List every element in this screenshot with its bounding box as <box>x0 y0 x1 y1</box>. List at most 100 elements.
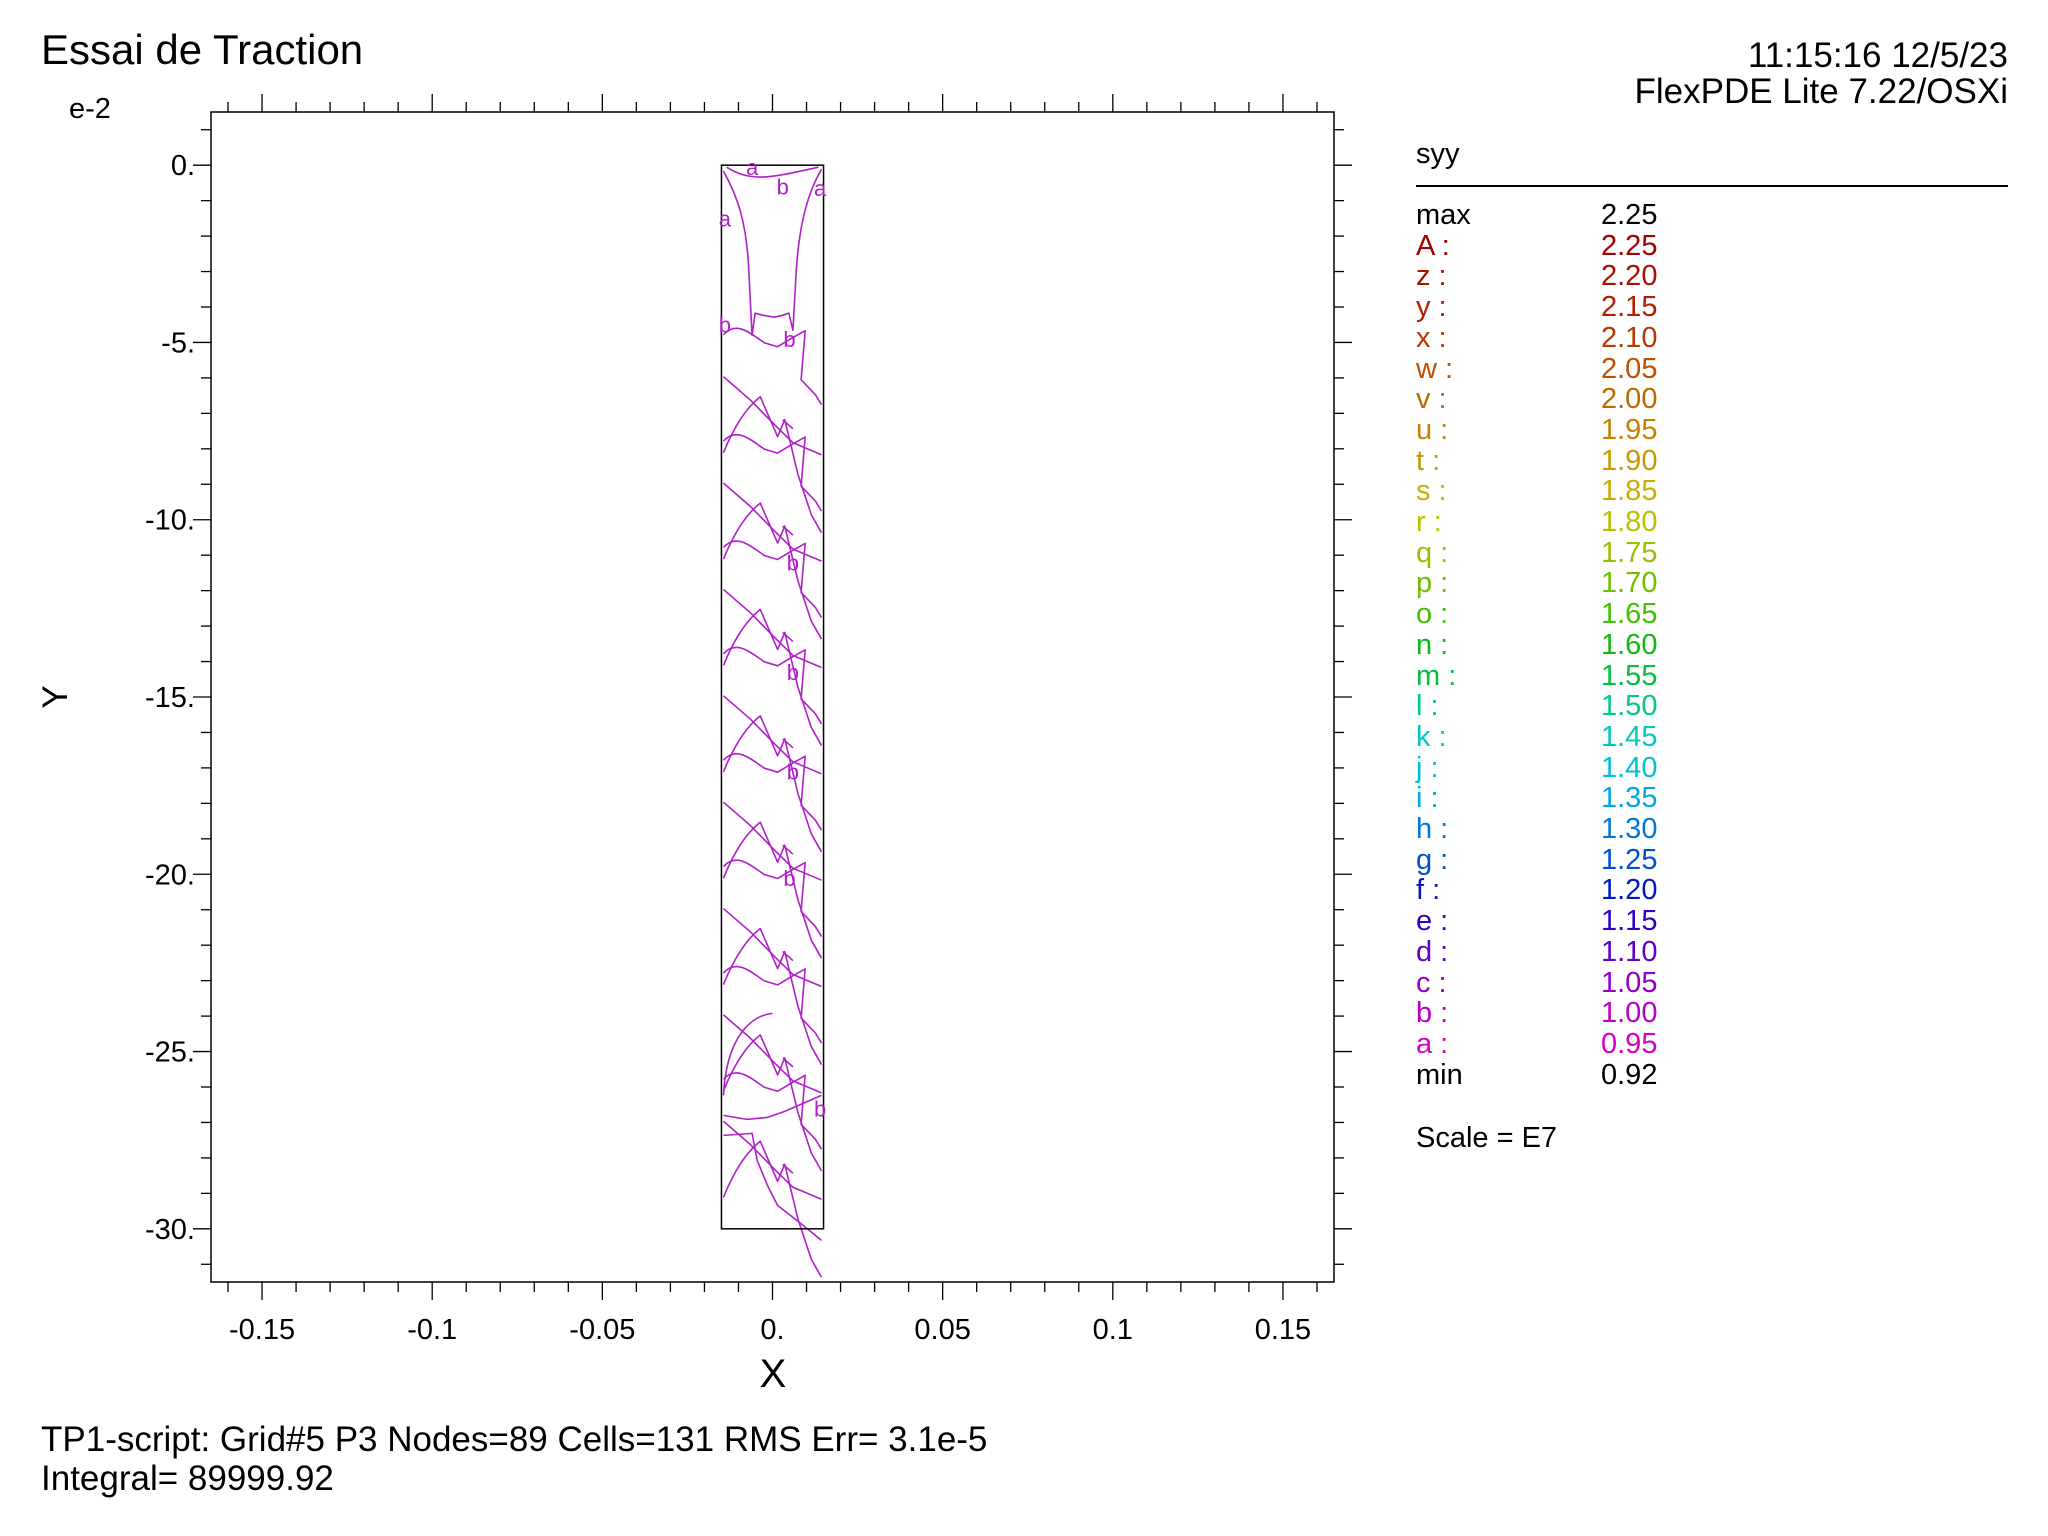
contour-band-lower <box>722 395 823 534</box>
x-tick-labels: -0.15 -0.1 -0.05 0. 0.05 0.1 0.15 <box>229 1314 1311 1346</box>
contour-band-lower <box>722 1140 823 1278</box>
contour-label: b <box>777 174 789 199</box>
legend-level-label: c : <box>1416 966 1447 999</box>
contour-band-upper <box>722 965 823 1044</box>
legend-level-value: 1.00 <box>1601 997 1658 1030</box>
legend-level-label: a : <box>1416 1027 1449 1060</box>
contour-band-diagonal <box>722 801 822 881</box>
legend-level-value: 1.40 <box>1601 751 1658 784</box>
plot-title: Essai de Traction <box>41 26 364 73</box>
legend-level-value: 1.35 <box>1601 782 1658 815</box>
contour-label: b <box>814 1096 826 1121</box>
x-tick-label: 0.1 <box>1093 1314 1133 1346</box>
legend-level-value: 1.70 <box>1601 567 1658 600</box>
contour-band-lower <box>722 715 823 853</box>
legend-level-label: min <box>1416 1058 1463 1091</box>
legend-level-label: n : <box>1416 628 1449 661</box>
legend-level-value: 1.85 <box>1601 475 1658 508</box>
legend-level-label: m : <box>1416 659 1457 692</box>
contour-band-lower <box>722 502 823 640</box>
legend-level-label: d : <box>1416 935 1449 968</box>
x-tick-label: 0. <box>760 1314 784 1346</box>
domain-boundary <box>720 164 825 1230</box>
contour-band-dash <box>782 631 794 643</box>
legend-level-value: 1.25 <box>1601 843 1658 876</box>
legend-level-label: j : <box>1416 751 1439 784</box>
legend-level-value: 1.75 <box>1601 536 1658 569</box>
domain-rect <box>720 164 825 1230</box>
legend-level-value: 1.05 <box>1601 966 1658 999</box>
legend-level-value: 1.10 <box>1601 935 1658 968</box>
legend-level-label: b : <box>1416 997 1449 1030</box>
contour-band-diagonal <box>722 1014 822 1094</box>
contour-band-diagonal <box>722 695 822 775</box>
legend-level-value: 1.95 <box>1601 413 1658 446</box>
contour-band-dash <box>782 738 794 749</box>
legend-level-label: z : <box>1416 260 1447 293</box>
contour-top-inner <box>726 166 819 178</box>
legend-level-value: 1.65 <box>1601 598 1658 631</box>
y-tick-label: -10. <box>145 505 195 537</box>
x-tick-label: -0.05 <box>569 1314 635 1346</box>
contour-bottom-upper <box>723 1094 822 1121</box>
legend-level-label: g : <box>1416 843 1449 876</box>
contour-lines <box>722 166 823 1278</box>
contour-band-upper <box>722 859 823 937</box>
contour-label: b <box>783 327 795 352</box>
legend-level-value: 2.20 <box>1601 260 1658 293</box>
legend-level-label: t : <box>1416 444 1441 477</box>
legend-level-value: 1.80 <box>1601 506 1658 538</box>
contour-band-upper <box>722 646 823 725</box>
legend-level-label: v : <box>1416 383 1447 416</box>
contour-band-diagonal <box>722 588 822 669</box>
contour-label: a <box>814 176 827 201</box>
y-tick-label: -25. <box>145 1037 195 1069</box>
contour-label: a <box>719 206 732 231</box>
legend-level-label: y : <box>1416 291 1447 324</box>
contour-band-diagonal <box>722 1120 822 1201</box>
legend-level-value: 2.10 <box>1601 321 1658 354</box>
legend-level-label: i : <box>1416 782 1439 815</box>
contour-label: b <box>787 759 799 784</box>
x-tick-label: 0.15 <box>1255 1314 1311 1346</box>
contour-band-diagonal <box>722 482 822 562</box>
software-version: FlexPDE Lite 7.22/OSXi <box>1634 72 2009 111</box>
legend-level-value: 2.00 <box>1601 383 1658 416</box>
legend-level-label: k : <box>1416 720 1447 753</box>
y-tick-label: -5. <box>161 327 195 359</box>
x-tick-label: 0.05 <box>914 1314 970 1346</box>
legend-level-value: 0.95 <box>1601 1027 1658 1060</box>
contour-bottom-lower <box>723 1132 823 1241</box>
legend-level-value: 0.92 <box>1601 1058 1658 1091</box>
contour-label: a <box>746 155 759 180</box>
contour-band-dash <box>782 525 794 536</box>
contour-band-dash <box>782 950 794 962</box>
legend-level-label: w : <box>1416 352 1454 385</box>
plot-frame <box>210 111 1335 1283</box>
legend-level-label: x : <box>1416 321 1447 354</box>
x-axis-label: X <box>759 1352 787 1396</box>
contour-band-upper <box>722 753 823 831</box>
legend-level-label: r : <box>1416 506 1442 538</box>
contour-band-upper <box>722 540 823 618</box>
legend-level-label: f : <box>1416 874 1441 907</box>
y-axis-exponent: e-2 <box>69 93 111 125</box>
legend-level-label: e : <box>1416 905 1449 938</box>
contour-band-dash <box>782 419 794 430</box>
contour-label: b <box>787 660 799 685</box>
contour-band-lower <box>722 1034 823 1172</box>
contour-band-dash <box>782 844 794 855</box>
contour-label: b <box>783 866 795 891</box>
legend-level-value: 2.25 <box>1601 199 1658 231</box>
legend-level-value: 2.05 <box>1601 352 1658 385</box>
contour-band-lower <box>722 821 823 959</box>
legend-level-label: h : <box>1416 813 1449 845</box>
contour-band-dash <box>782 1163 794 1174</box>
contour-band-upper <box>722 1072 823 1150</box>
contour-band-lower <box>722 608 823 746</box>
legend-scale: Scale = E7 <box>1416 1122 1558 1154</box>
legend-level-value: 1.90 <box>1601 444 1658 477</box>
y-tick-labels: 0. -5. -10. -15. -20. -25. -30. <box>145 150 195 1246</box>
